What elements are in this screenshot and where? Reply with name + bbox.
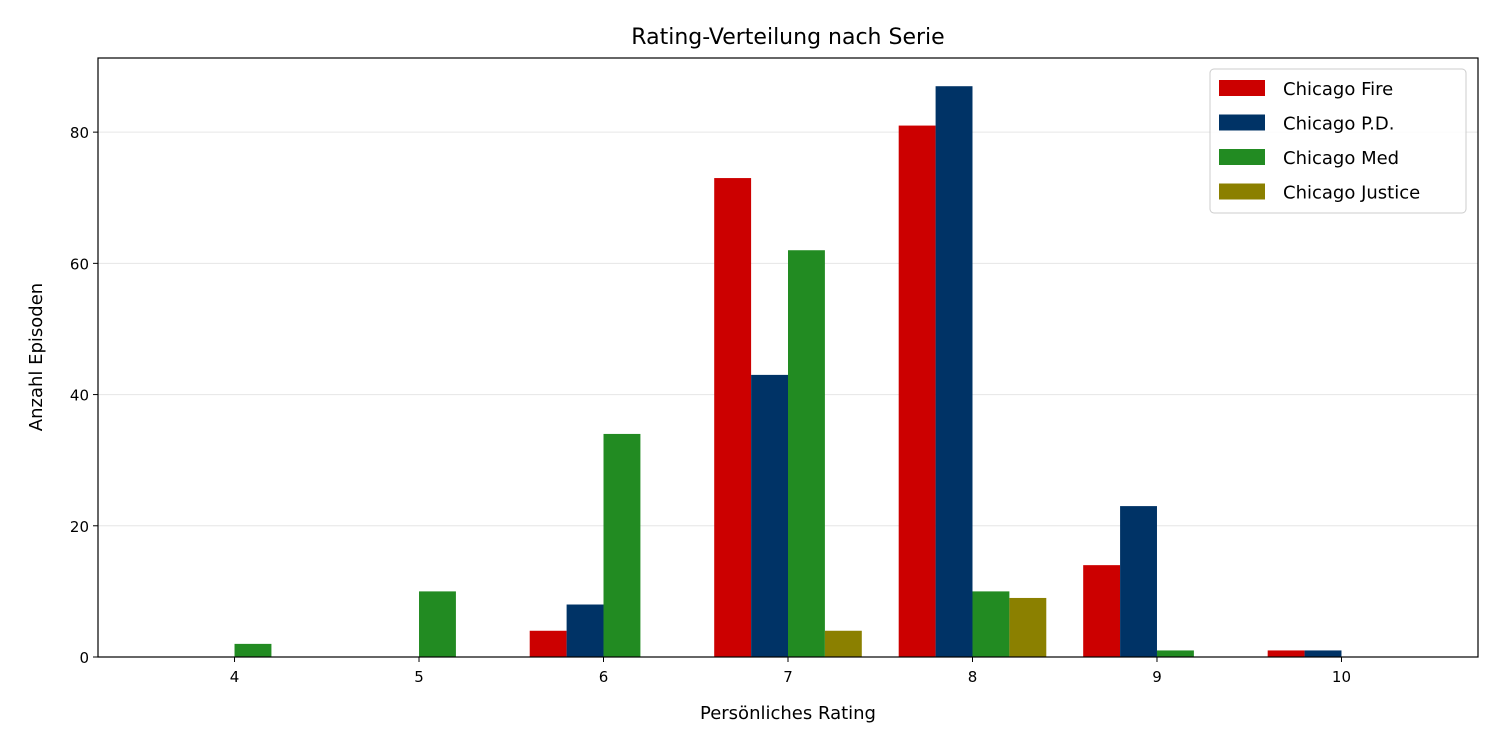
x-tick-label: 8 (968, 668, 978, 686)
bar-chicago-med-5 (419, 591, 456, 657)
bar-chicago-fire-10 (1267, 650, 1305, 657)
bar-chicago-justice-7 (824, 630, 862, 657)
legend-swatch (1219, 183, 1265, 200)
y-axis-label: Anzahl Episoden (26, 283, 47, 431)
bar-chicago-p-d--6 (566, 604, 604, 657)
x-tick-label: 7 (783, 668, 793, 686)
legend-label: Chicago P.D. (1283, 114, 1394, 135)
bar-chicago-med-6 (603, 433, 641, 657)
legend-box (1209, 68, 1467, 214)
legend-swatch (1219, 149, 1265, 165)
x-tick-label: 5 (414, 668, 424, 686)
y-tick-label: 80 (70, 124, 89, 142)
bar-chicago-fire-7 (714, 178, 752, 657)
legend-label: Chicago Fire (1283, 79, 1393, 100)
bar-chicago-fire-6 (529, 630, 567, 657)
bar-chicago-med-9 (1156, 650, 1194, 657)
bar-chicago-med-8 (972, 591, 1010, 657)
x-tick-label: 4 (230, 668, 240, 686)
bar-chicago-fire-9 (1083, 565, 1121, 657)
x-tick-label: 6 (599, 668, 609, 686)
x-tick-label: 10 (1332, 668, 1351, 686)
legend-swatch (1219, 80, 1265, 96)
y-tick-label: 60 (70, 255, 89, 273)
legend-swatch (1219, 114, 1265, 131)
bar-chicago-med-7 (788, 250, 825, 657)
x-tick-label: 9 (1152, 668, 1162, 686)
bar-chicago-p-d--8 (935, 86, 973, 658)
legend-label: Chicago Justice (1283, 183, 1420, 204)
bar-chicago-p-d--7 (751, 374, 788, 657)
y-tick-label: 40 (70, 387, 89, 405)
bar-chicago-med-4 (234, 643, 272, 657)
x-axis-label: Persönliches Rating (700, 703, 876, 724)
chart-title: Rating-Verteilung nach Serie (631, 25, 944, 50)
bar-chicago-justice-8 (1009, 597, 1047, 657)
bar-chicago-p-d--10 (1304, 650, 1342, 657)
bar-chicago-fire-8 (898, 125, 936, 658)
y-tick-label: 0 (79, 649, 89, 667)
legend-label: Chicago Med (1283, 148, 1399, 169)
bar-chicago-p-d--9 (1120, 506, 1157, 657)
y-tick-label: 20 (70, 518, 89, 536)
